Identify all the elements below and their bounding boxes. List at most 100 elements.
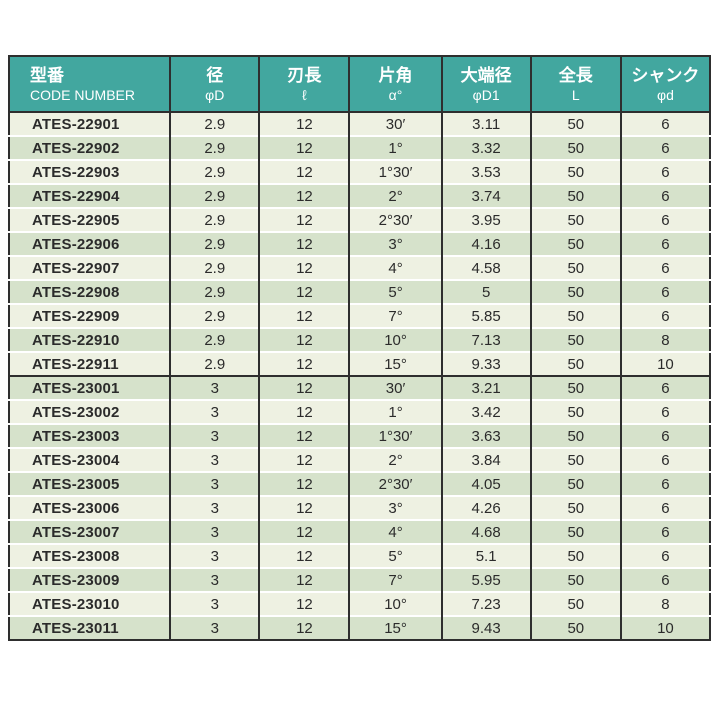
value-cell: 12 (259, 304, 351, 328)
value-cell: 2.9 (170, 280, 261, 304)
value-cell: 12 (259, 376, 351, 400)
header-label-sub: α° (388, 86, 403, 103)
value-cell: 6 (620, 184, 710, 208)
value-cell: 3 (170, 592, 261, 616)
value-cell: 50 (530, 208, 622, 232)
value-cell: 8 (620, 592, 710, 616)
value-cell: 3 (170, 616, 261, 640)
table-row: ATES-23003 3 12 1°30′ 3.63 50 6 (9, 424, 710, 448)
header-label-sub: L (571, 86, 580, 103)
header-label-jp: 全長 (558, 65, 593, 85)
value-cell: 5.95 (441, 568, 532, 592)
table-row: ATES-22911 2.9 12 15° 9.33 50 10 (9, 352, 710, 376)
value-cell: 10 (620, 616, 710, 640)
table-row: ATES-22907 2.9 12 4° 4.58 50 6 (9, 256, 710, 280)
value-cell: 3.32 (441, 136, 532, 160)
value-cell: 50 (530, 160, 622, 184)
table-row: ATES-23007 3 12 4° 4.68 50 6 (9, 520, 710, 544)
column-header-5: 全長 L (530, 56, 622, 113)
spec-table: 型番 CODE NUMBER 径 φD 刃長 ℓ 片角 α° 大端径 φD1 全… (8, 55, 711, 641)
value-cell: 3 (170, 448, 261, 472)
value-cell: 4.68 (441, 520, 532, 544)
header-label-sub: ℓ (302, 86, 307, 103)
table-row: ATES-22910 2.9 12 10° 7.13 50 8 (9, 328, 710, 352)
value-cell: 12 (259, 112, 351, 136)
code-cell: ATES-22911 (9, 352, 172, 376)
value-cell: 50 (530, 256, 622, 280)
value-cell: 50 (530, 520, 622, 544)
table-row: ATES-22904 2.9 12 2° 3.74 50 6 (9, 184, 710, 208)
value-cell: 2.9 (170, 184, 261, 208)
value-cell: 12 (259, 136, 351, 160)
value-cell: 50 (530, 328, 622, 352)
code-cell: ATES-23005 (9, 472, 172, 496)
table-row: ATES-22906 2.9 12 3° 4.16 50 6 (9, 232, 710, 256)
value-cell: 6 (620, 112, 710, 136)
code-cell: ATES-22910 (9, 328, 172, 352)
value-cell: 12 (259, 592, 351, 616)
value-cell: 3.53 (441, 160, 532, 184)
code-cell: ATES-22909 (9, 304, 172, 328)
column-header-6: シャンク φd (620, 56, 710, 113)
value-cell: 30′ (349, 376, 443, 400)
code-cell: ATES-22903 (9, 160, 172, 184)
code-cell: ATES-22906 (9, 232, 172, 256)
value-cell: 50 (530, 352, 622, 376)
value-cell: 2.9 (170, 256, 261, 280)
value-cell: 6 (620, 232, 710, 256)
value-cell: 3° (349, 232, 443, 256)
value-cell: 4.05 (441, 472, 532, 496)
code-cell: ATES-22901 (9, 112, 172, 136)
table-row: ATES-22901 2.9 12 30′ 3.11 50 6 (9, 112, 710, 136)
value-cell: 5 (441, 280, 532, 304)
value-cell: 2.9 (170, 208, 261, 232)
value-cell: 3 (170, 400, 261, 424)
value-cell: 9.33 (441, 352, 532, 376)
value-cell: 3 (170, 496, 261, 520)
value-cell: 50 (530, 592, 622, 616)
header-label-jp: 刃長 (287, 65, 322, 85)
code-cell: ATES-23010 (9, 592, 172, 616)
value-cell: 6 (620, 304, 710, 328)
value-cell: 8 (620, 328, 710, 352)
value-cell: 6 (620, 424, 710, 448)
value-cell: 50 (530, 544, 622, 568)
value-cell: 50 (530, 616, 622, 640)
code-cell: ATES-22908 (9, 280, 172, 304)
value-cell: 50 (530, 472, 622, 496)
value-cell: 7.13 (441, 328, 532, 352)
value-cell: 2.9 (170, 160, 261, 184)
value-cell: 6 (620, 496, 710, 520)
value-cell: 12 (259, 616, 351, 640)
table-row: ATES-23001 3 12 30′ 3.21 50 6 (9, 376, 710, 400)
value-cell: 5° (349, 544, 443, 568)
value-cell: 6 (620, 208, 710, 232)
code-cell: ATES-23003 (9, 424, 172, 448)
value-cell: 50 (530, 112, 622, 136)
code-cell: ATES-22902 (9, 136, 172, 160)
value-cell: 3 (170, 568, 261, 592)
value-cell: 3.11 (441, 112, 532, 136)
code-cell: ATES-23002 (9, 400, 172, 424)
value-cell: 12 (259, 424, 351, 448)
column-header-0: 型番 CODE NUMBER (9, 56, 172, 113)
value-cell: 6 (620, 400, 710, 424)
table-row: ATES-23005 3 12 2°30′ 4.05 50 6 (9, 472, 710, 496)
value-cell: 1°30′ (349, 424, 443, 448)
value-cell: 6 (620, 136, 710, 160)
column-header-2: 刃長 ℓ (259, 56, 351, 113)
value-cell: 5.85 (441, 304, 532, 328)
value-cell: 12 (259, 352, 351, 376)
value-cell: 7.23 (441, 592, 532, 616)
value-cell: 50 (530, 184, 622, 208)
value-cell: 6 (620, 448, 710, 472)
value-cell: 3.42 (441, 400, 532, 424)
value-cell: 50 (530, 448, 622, 472)
value-cell: 3 (170, 544, 261, 568)
table-row: ATES-23010 3 12 10° 7.23 50 8 (9, 592, 710, 616)
table-row: ATES-23011 3 12 15° 9.43 50 10 (9, 616, 710, 640)
table-row: ATES-23002 3 12 1° 3.42 50 6 (9, 400, 710, 424)
value-cell: 7° (349, 304, 443, 328)
code-cell: ATES-23008 (9, 544, 172, 568)
value-cell: 12 (259, 280, 351, 304)
